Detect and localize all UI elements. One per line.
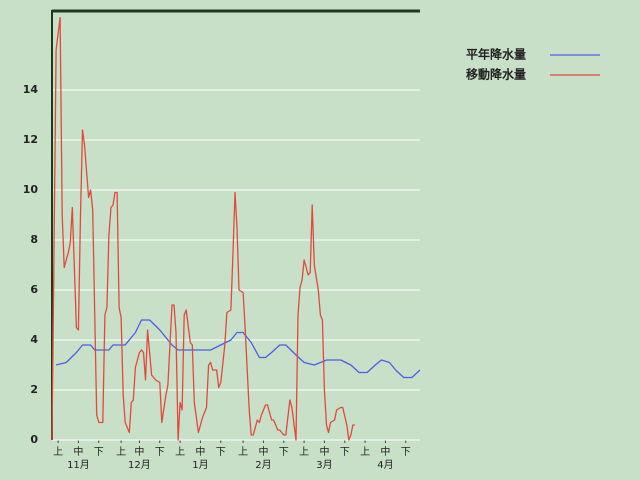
legend-label: 移動降水量 (466, 67, 526, 82)
x-tick-label: 下 (216, 447, 226, 458)
x-tick-label: 中 (319, 445, 329, 458)
y-tick-label: 8 (30, 233, 38, 246)
x-tick-label: 下 (340, 447, 350, 458)
series-line (55, 319, 421, 379)
x-tick-label: 下 (94, 447, 104, 458)
x-tick-label: 下 (155, 447, 165, 458)
y-tick-label: 14 (23, 83, 39, 96)
x-tick-label: 上 (53, 446, 63, 458)
x-tick-label: 上 (175, 446, 185, 458)
y-tick-label: 6 (30, 283, 38, 296)
x-tick-label: 中 (258, 445, 268, 458)
month-label: 2月 (255, 459, 271, 471)
month-label: 11月 (67, 459, 90, 471)
x-tick-label: 中 (195, 445, 205, 458)
y-tick-label: 0 (30, 433, 38, 446)
y-tick-label: 2 (30, 383, 38, 396)
x-tick-label: 下 (279, 447, 289, 458)
x-tick-label: 中 (380, 445, 390, 458)
x-tick-label: 上 (299, 446, 309, 458)
month-label: 4月 (377, 459, 393, 471)
month-label: 3月 (316, 459, 332, 471)
x-tick-label: 中 (73, 445, 83, 458)
x-tick-label: 上 (360, 446, 370, 458)
month-label: 12月 (128, 459, 151, 471)
x-tick-label: 下 (401, 447, 411, 458)
month-label: 1月 (192, 459, 208, 471)
y-tick-label: 12 (23, 133, 38, 146)
y-tick-label: 10 (23, 183, 39, 196)
x-tick-label: 上 (238, 446, 248, 458)
series-line (51, 16, 355, 441)
legend-label: 平年降水量 (466, 47, 526, 62)
x-tick-label: 中 (134, 445, 144, 458)
y-tick-label: 4 (30, 333, 38, 346)
x-tick-label: 上 (116, 446, 126, 458)
